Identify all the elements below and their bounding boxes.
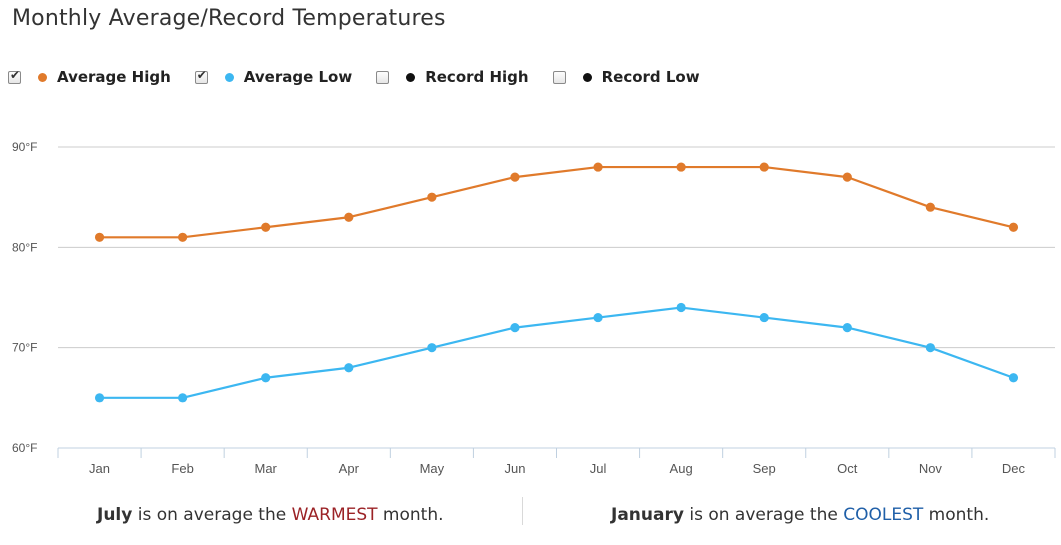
legend-item-average-low[interactable]: Average Low <box>194 68 353 86</box>
x-tick-label: Apr <box>339 461 360 476</box>
data-point <box>593 162 603 172</box>
legend-item-average-high[interactable]: Average High <box>8 68 171 86</box>
checkbox[interactable] <box>8 68 21 84</box>
data-point <box>676 162 686 172</box>
legend-label: Record High <box>425 68 529 86</box>
coolest-month-note: January is on average the COOLEST month. <box>611 505 989 525</box>
data-point <box>510 172 520 182</box>
x-tick-label: Dec <box>1002 461 1026 476</box>
data-point <box>676 302 686 313</box>
x-tick-label: Jun <box>504 461 525 476</box>
data-point <box>1008 373 1019 383</box>
warmest-month-note: July is on average the WARMEST month. <box>97 505 444 525</box>
warmest-month: July <box>97 505 133 525</box>
data-point <box>842 172 852 182</box>
y-tick-label: 80°F <box>12 240 37 254</box>
legend-label: Average Low <box>243 68 353 86</box>
note-text: month. <box>377 505 444 525</box>
y-tick-label: 90°F <box>12 140 37 154</box>
data-point <box>178 232 188 242</box>
data-point <box>427 192 437 202</box>
checkbox[interactable] <box>376 70 390 84</box>
data-point <box>178 393 188 403</box>
data-point <box>344 212 354 222</box>
x-tick-label: Oct <box>837 461 858 476</box>
series-marker-icon <box>406 72 416 82</box>
divider <box>522 497 523 525</box>
x-tick-label: Sep <box>753 461 776 476</box>
data-point <box>427 343 437 353</box>
data-point <box>925 343 935 353</box>
x-tick-label: Jul <box>590 461 607 476</box>
x-tick-label: Aug <box>670 461 693 476</box>
note-text: month. <box>923 505 990 525</box>
data-point <box>925 202 935 212</box>
x-tick-label: May <box>420 461 445 476</box>
data-point <box>344 363 354 373</box>
chart-title: Monthly Average/Record Temperatures <box>12 6 446 31</box>
x-tick-label: Nov <box>919 461 943 476</box>
data-point <box>842 323 852 333</box>
checkbox[interactable] <box>552 70 566 84</box>
checkbox[interactable] <box>194 68 208 84</box>
warmest-word: WARMEST <box>291 505 378 525</box>
data-point <box>94 232 105 242</box>
series-marker-icon <box>224 72 234 82</box>
x-tick-label: Feb <box>171 461 193 476</box>
data-point <box>261 222 271 232</box>
note-text: is on average the <box>132 505 292 525</box>
legend-label: Record Low <box>601 68 700 86</box>
series-line <box>99 306 1014 399</box>
legend: Average High Average Low Record High Rec… <box>8 66 724 88</box>
y-tick-label: 70°F <box>12 341 37 355</box>
coolest-month: January <box>611 505 684 525</box>
data-point <box>593 312 603 323</box>
data-point <box>261 373 271 383</box>
series-marker-icon <box>582 72 592 82</box>
y-tick-label: 60°F <box>12 441 37 455</box>
legend-item-record-high[interactable]: Record High <box>376 68 529 86</box>
data-point <box>510 323 520 333</box>
series-marker-icon <box>38 72 47 82</box>
x-tick-label: Mar <box>255 461 278 476</box>
legend-item-record-low[interactable]: Record Low <box>552 68 700 86</box>
series-line <box>99 165 1014 239</box>
data-point <box>94 393 105 403</box>
coolest-word: COOLEST <box>843 505 924 525</box>
x-tick-label: Jan <box>89 461 110 476</box>
legend-label: Average High <box>57 68 171 86</box>
data-point <box>759 162 769 172</box>
data-point <box>759 312 769 323</box>
data-point <box>1008 222 1019 232</box>
note-text: is on average the <box>683 505 844 525</box>
